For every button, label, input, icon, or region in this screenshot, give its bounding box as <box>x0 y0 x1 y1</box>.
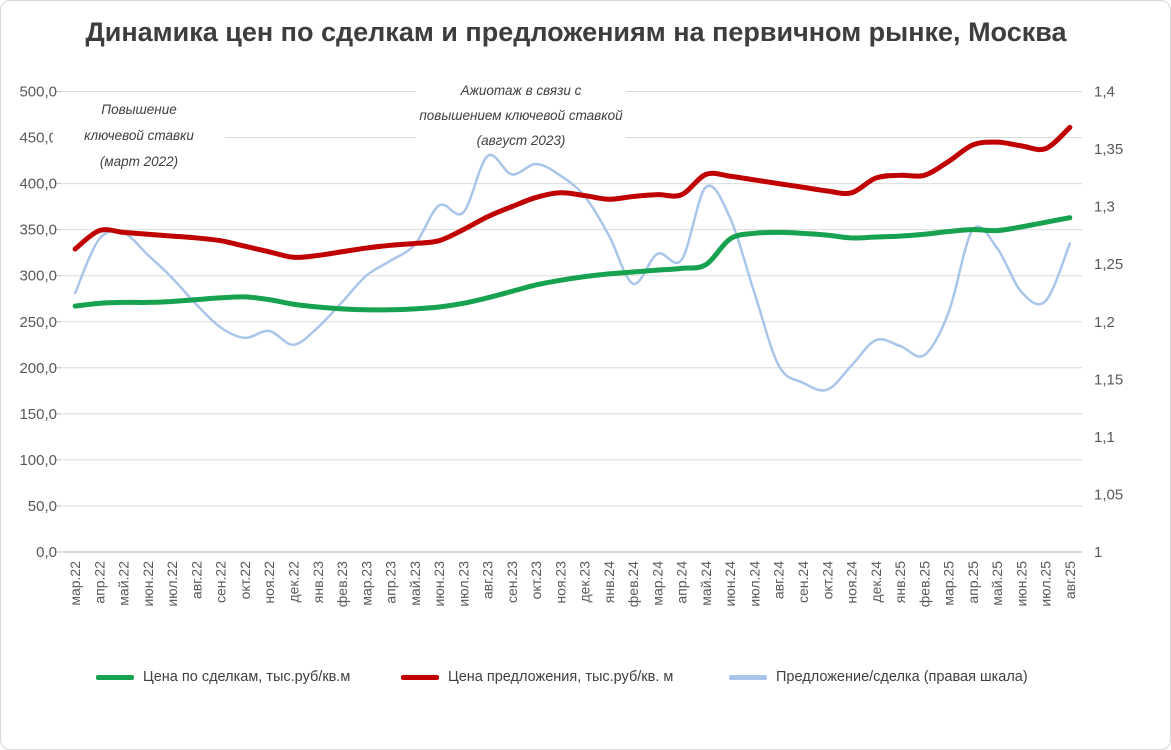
left-axis-label: 400,0 <box>19 176 57 193</box>
x-axis-label: мар.22 <box>67 561 83 606</box>
annotation-hype-august-2023: Ажиотаж в связи с повышением ключевой ст… <box>416 78 626 153</box>
left-axis-label: 250,0 <box>19 314 57 331</box>
x-axis-label: авг.22 <box>188 561 204 599</box>
x-axis-label: фев.23 <box>334 561 350 607</box>
x-axis-label: фев.24 <box>625 561 641 607</box>
x-axis-label: май.23 <box>407 561 423 606</box>
annotation-line: ключевой ставки <box>84 128 194 143</box>
x-axis-label: июн.23 <box>431 561 447 607</box>
x-axis-label: мар.25 <box>941 561 957 606</box>
x-axis-label: июл.22 <box>164 561 180 607</box>
right-axis-label: 1,15 <box>1094 371 1123 388</box>
left-axis-label: 50,0 <box>28 498 57 515</box>
x-axis-label: дек.22 <box>285 561 301 603</box>
legend-item-offer-price: Цена предложения, тыс.руб/кв. м <box>401 669 673 685</box>
x-axis-label: окт.22 <box>237 561 253 600</box>
x-axis-label: ноя.24 <box>844 561 860 604</box>
x-axis-label: авг.23 <box>480 561 496 599</box>
legend: Цена по сделкам, тыс.руб/кв.м Цена предл… <box>1 669 1170 693</box>
series-line-2 <box>73 153 1072 392</box>
x-axis-label: фев.25 <box>916 561 932 607</box>
x-axis-label: май.24 <box>698 561 714 606</box>
chart-title: Динамика цен по сделкам и предложениям н… <box>85 17 1067 47</box>
x-axis-label: авг.24 <box>771 561 787 599</box>
x-axis-label: апр.22 <box>91 561 107 604</box>
x-axis-label: сен.24 <box>795 561 811 603</box>
right-axis-label: 1,1 <box>1094 429 1115 446</box>
left-axis-label: 350,0 <box>19 222 57 239</box>
annotation-line: Ажиотаж в связи с <box>460 83 582 98</box>
annotation-key-rate-march-2022: Повышение ключевой ставки (март 2022) <box>53 97 225 175</box>
x-axis-label: янв.25 <box>892 561 908 603</box>
x-axis-label: сен.22 <box>213 561 229 603</box>
left-axis-label: 100,0 <box>19 452 57 469</box>
legend-item-offer-deal-ratio: Предложение/сделка (правая шкала) <box>729 669 1028 685</box>
x-axis-label: мар.23 <box>358 561 374 606</box>
left-axis-label: 200,0 <box>19 360 57 377</box>
x-axis-label: июн.25 <box>1013 561 1029 607</box>
x-axis-label: мар.24 <box>649 561 665 606</box>
right-axis-label: 1,05 <box>1094 486 1123 503</box>
right-axis-label: 1,3 <box>1094 199 1115 216</box>
annotation-line: повышением ключевой ставкой <box>419 108 623 123</box>
left-axis-label: 150,0 <box>19 406 57 423</box>
legend-label: Предложение/сделка (правая шкала) <box>776 669 1028 685</box>
legend-label: Цена предложения, тыс.руб/кв. м <box>448 669 674 685</box>
right-axis-label: 1,4 <box>1094 84 1115 101</box>
x-axis-label: окт.23 <box>528 561 544 600</box>
annotation-line: Повышение <box>101 102 177 117</box>
legend-swatch-offer-deal-ratio <box>729 674 767 680</box>
right-axis-label: 1,35 <box>1094 141 1123 158</box>
x-axis-label: май.25 <box>989 561 1005 606</box>
annotation-line: (август 2023) <box>476 133 566 148</box>
series-line-0 <box>72 215 1073 313</box>
x-axis-label: ноя.22 <box>261 561 277 604</box>
x-axis-label: янв.23 <box>310 561 326 603</box>
x-axis-label: июл.24 <box>746 561 762 607</box>
left-axis-label: 450,0 <box>19 130 57 147</box>
x-axis-label: июл.23 <box>455 561 471 607</box>
annotation-line: (март 2022) <box>99 154 179 169</box>
right-axis-label: 1 <box>1094 544 1102 561</box>
legend-swatch-offer-price <box>401 674 439 680</box>
left-axis-label: 0,0 <box>36 544 57 561</box>
legend-item-deal-price: Цена по сделкам, тыс.руб/кв.м <box>96 669 350 685</box>
series-line-1 <box>72 124 1073 260</box>
x-axis-label: июл.25 <box>1038 561 1054 607</box>
left-axis-label: 300,0 <box>19 268 57 285</box>
x-axis-label: апр.23 <box>383 561 399 604</box>
x-axis-label: окт.24 <box>819 561 835 600</box>
x-axis-label: дек.23 <box>577 561 593 603</box>
x-axis-label: ноя.23 <box>552 561 568 604</box>
left-axis-label: 500,0 <box>19 84 57 101</box>
x-axis-label: янв.24 <box>601 561 617 603</box>
right-axis-label: 1,25 <box>1094 256 1123 273</box>
legend-swatch-deal-price <box>96 674 134 680</box>
x-axis-label: апр.25 <box>965 561 981 604</box>
right-axis-label: 1,2 <box>1094 314 1115 331</box>
x-axis-label: сен.23 <box>504 561 520 603</box>
x-axis-label: июн.24 <box>722 561 738 607</box>
x-axis-label: июн.22 <box>140 561 156 607</box>
x-axis-label: апр.24 <box>674 561 690 604</box>
x-axis-label: дек.24 <box>868 561 884 603</box>
x-axis-label: авг.25 <box>1062 561 1078 599</box>
x-axis-label: май.22 <box>116 561 132 606</box>
legend-label: Цена по сделкам, тыс.руб/кв.м <box>143 669 351 685</box>
